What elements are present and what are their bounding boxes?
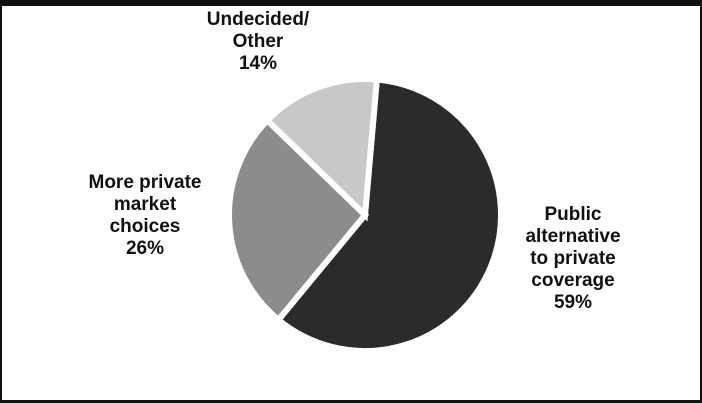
pie-labels: Public alternative to private coverage 59% Mo… <box>89 9 621 313</box>
slice-name-line: choices <box>110 216 181 237</box>
slice-name-line: alternative <box>525 226 620 247</box>
slice-name-line: to private <box>530 248 616 269</box>
slice-name-line: Other <box>233 31 284 52</box>
pie-label-1: Public alternative to private coverage 59% <box>525 204 620 313</box>
slice-name-line: More private <box>89 172 202 193</box>
pie-label-3: Undecided/Other 14% <box>207 9 310 74</box>
pie-slice-1 <box>274 76 505 354</box>
slice-percent-label: 59% <box>554 292 592 313</box>
slice-name-line: market <box>114 194 177 215</box>
pie-outline <box>223 73 507 357</box>
slice-percent-label: 14% <box>239 53 277 74</box>
pie-label-2: More private market choices 26% <box>89 172 202 259</box>
slice-percent-label: 26% <box>126 238 164 259</box>
pie-slice-2 <box>226 116 370 325</box>
slice-name-line: Public <box>544 204 601 225</box>
pie-slice-3 <box>263 76 381 222</box>
pie-slices <box>223 73 507 357</box>
slice-name-line: coverage <box>531 270 614 291</box>
slice-name-line: Undecided/ <box>207 9 310 30</box>
